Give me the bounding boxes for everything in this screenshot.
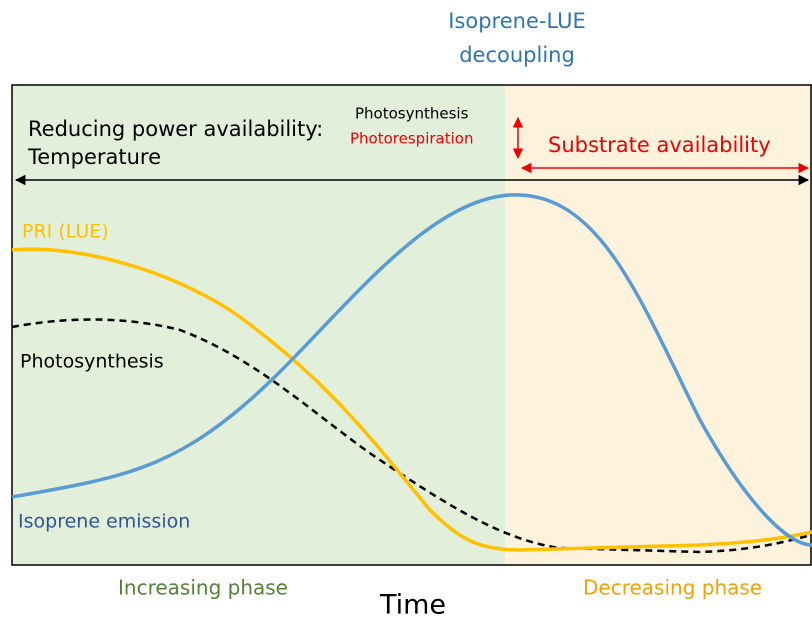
phase-label: Decreasing phase	[583, 576, 762, 600]
decreasing-region	[505, 85, 812, 565]
isoprene-curve	[11, 193, 812, 547]
driver-label: Temperature	[27, 145, 161, 169]
driver-label: Photosynthesis	[355, 105, 469, 123]
pri-curve	[11, 247, 812, 552]
curve-label: Photosynthesis	[20, 351, 164, 373]
phase-label: Increasing phase	[118, 576, 288, 600]
driver-label: Substrate availability	[548, 133, 771, 157]
title: Isoprene-LUE	[448, 9, 586, 33]
photosynthesis-curve	[11, 318, 812, 554]
frame	[11, 84, 812, 566]
curve-label: PRI (LUE)	[22, 221, 109, 243]
title: decoupling	[459, 43, 575, 67]
driver-label: Reducing power availability:	[28, 117, 323, 141]
driver-label: Photorespiration	[350, 130, 473, 148]
x-axis-label: Time	[379, 590, 446, 621]
curve-label: Isoprene emission	[18, 511, 190, 533]
increasing-region	[12, 85, 505, 565]
